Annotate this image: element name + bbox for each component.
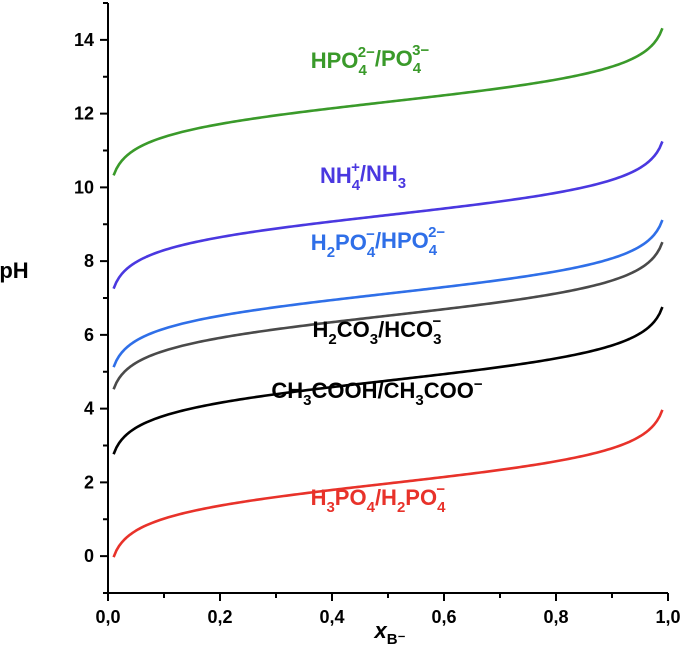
- label-text: /HCO: [378, 317, 433, 342]
- series-label: CH3COOH/CH3COO−: [271, 376, 482, 409]
- y-tick-label: 8: [84, 251, 94, 271]
- label-text: /H: [375, 485, 397, 510]
- label-text: PO: [335, 230, 367, 255]
- label-text: NH: [320, 163, 352, 188]
- y-tick-label: 10: [74, 177, 94, 197]
- x-tick-label: 0,2: [207, 607, 232, 627]
- label-text: COO: [424, 378, 474, 403]
- label-subscript: 4: [352, 177, 361, 194]
- x-tick-label: 0,8: [543, 607, 568, 627]
- label-subscript: 3: [433, 331, 441, 348]
- label-subscript: 3: [415, 392, 423, 409]
- y-tick-label: 12: [74, 104, 94, 124]
- label-subscript: 2: [397, 499, 405, 516]
- label-text: HPO: [311, 48, 359, 73]
- series-labels: HPO42−/PO43−NH4+/NH3H2PO4−/HPO42−H2CO3/H…: [271, 42, 482, 516]
- series-line: [112, 140, 664, 290]
- series-label: HPO42−/PO43−: [311, 42, 430, 79]
- label-subscript: 3: [326, 499, 334, 516]
- label-subscript: 4: [358, 62, 367, 79]
- label-text: H: [311, 230, 327, 255]
- y-tick-label: 0: [84, 546, 94, 566]
- label-subscript: 2: [328, 331, 336, 348]
- series-line: [112, 27, 664, 176]
- label-superscript: 2−: [428, 224, 445, 241]
- x-tick-label: 0,0: [95, 607, 120, 627]
- series-line: [112, 306, 664, 455]
- y-tick-label: 14: [74, 30, 94, 50]
- label-subscript: 3: [398, 175, 406, 192]
- y-tick-label: 2: [84, 472, 94, 492]
- axes: 0 2 4 6 8 10 12 14 0,0 0,2 0,4 0,6 0,8 1,0: [74, 2, 681, 627]
- label-text: CO: [337, 317, 370, 342]
- series-line: [112, 241, 664, 390]
- x-tick-label: 0,4: [319, 607, 344, 627]
- label-text: CH: [271, 378, 303, 403]
- label-subscript: 3: [370, 331, 378, 348]
- x-tick-label: 1,0: [655, 607, 680, 627]
- y-tick-label: 4: [84, 399, 94, 419]
- label-text: /HPO: [375, 228, 429, 253]
- series-curves: [112, 27, 664, 558]
- label-text: PO: [335, 485, 367, 510]
- label-subscript: 4: [437, 499, 446, 516]
- label-superscript: 2−: [358, 44, 375, 61]
- series-label: H3PO4/H2PO4−: [311, 481, 447, 516]
- label-superscript: −: [366, 226, 375, 243]
- series-line: [112, 409, 664, 558]
- label-text: /PO: [375, 46, 413, 71]
- x-axis-subscript: B⁻: [387, 631, 406, 648]
- label-subscript: 4: [413, 60, 422, 77]
- label-text: /NH: [360, 161, 398, 186]
- series-label: H2PO4−/HPO42−: [311, 224, 446, 261]
- label-text: COOH/CH: [312, 378, 416, 403]
- y-axis-title: pH: [0, 258, 29, 283]
- x-axis-title: xB⁻: [374, 618, 406, 648]
- label-subscript: 4: [367, 499, 376, 516]
- label-superscript: −: [474, 376, 483, 393]
- label-superscript: 3−: [412, 42, 429, 59]
- x-tick-label: 0,6: [431, 607, 456, 627]
- series-label: NH4+/NH3: [320, 159, 406, 194]
- label-subscript: 4: [429, 242, 438, 259]
- label-text: H: [313, 317, 329, 342]
- y-tick-label: 6: [84, 325, 94, 345]
- label-subscript: 3: [303, 392, 311, 409]
- label-superscript: −: [436, 481, 445, 498]
- series-label: H2CO3/HCO3−: [313, 313, 442, 348]
- label-superscript: −: [432, 313, 441, 330]
- label-subscript: 4: [367, 244, 376, 261]
- label-subscript: 2: [327, 244, 335, 261]
- x-axis-symbol: x: [374, 618, 388, 643]
- label-superscript: +: [351, 159, 360, 176]
- label-text: PO: [405, 485, 437, 510]
- label-text: H: [311, 485, 327, 510]
- series-line: [112, 219, 664, 368]
